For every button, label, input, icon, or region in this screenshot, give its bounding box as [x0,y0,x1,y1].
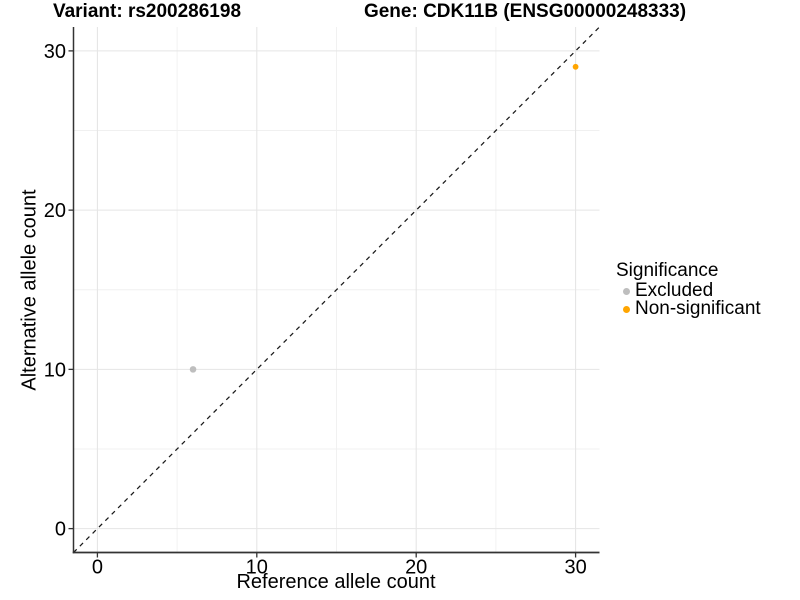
legend-item-non-significant: Non-significant [616,298,761,319]
identity-line [73,26,600,553]
x-tick-label: 10 [246,557,268,579]
plot-title-gene: Gene: CDK11B (ENSG00000248333) [363,1,687,22]
y-tick-label: 20 [44,200,66,222]
legend-title: Significance [616,260,719,281]
x-tick-label: 0 [92,557,103,579]
y-axis-label: Alternative allele count [18,189,41,391]
x-tick-label: 20 [405,557,427,579]
y-tick-label: 10 [44,359,66,381]
legend-item-label: Non-significant [635,298,761,319]
plot-title-variant: Variant: rs200286198 [52,1,242,22]
legend-dot-non-significant-icon [623,305,630,313]
y-tick-label: 30 [44,41,66,63]
data-point-excluded [189,366,197,373]
legend-item-label: Excluded [635,280,714,301]
data-point-non-significant [572,63,579,70]
legend-dot-excluded-icon [623,287,630,295]
legend-item-excluded: Excluded [616,280,761,301]
y-tick-label: 0 [55,519,66,541]
x-axis-label: Reference allele count [236,571,436,593]
x-tick-label: 30 [564,557,586,579]
legend: Significance Excluded Non-significant [616,259,761,318]
